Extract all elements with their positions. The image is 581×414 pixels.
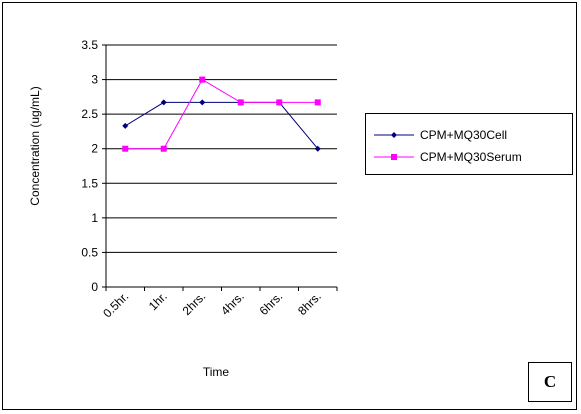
- legend-swatch-cell: [374, 132, 414, 138]
- legend-label-serum: CPM+MQ30Serum: [420, 150, 522, 164]
- y-tick-labels: 0 0.5 1 1.5 2 2.5 3 3.5: [81, 38, 98, 294]
- y-tick-label-0: 0: [91, 280, 98, 294]
- x-tick-label-2: 2hrs.: [180, 289, 209, 318]
- point-s1-3: [237, 99, 244, 106]
- series-line-1: [125, 78, 318, 150]
- legend-item-cell: CPM+MQ30Cell: [374, 126, 507, 144]
- y-tick-label-3: 1.5: [81, 176, 98, 190]
- x-tick-label-4: 6hrs.: [257, 289, 286, 318]
- legend-label-cell: CPM+MQ30Cell: [420, 128, 508, 142]
- y-tick-label-7: 3.5: [81, 38, 98, 52]
- legend-swatch-serum: [374, 154, 414, 160]
- series-line-0: [124, 101, 319, 150]
- point-s1-4: [276, 99, 283, 106]
- gridlines: [102, 44, 337, 288]
- legend: CPM+MQ30Cell CPM+MQ30Serum: [365, 113, 573, 175]
- x-tick-label-5: 8hrs.: [295, 289, 324, 318]
- y-tick-label-1: 0.5: [81, 245, 98, 259]
- point-s1-2: [199, 76, 206, 83]
- point-s0-1: [160, 99, 167, 106]
- y-tick-label-4: 2: [91, 142, 98, 156]
- series-lines: [122, 76, 321, 152]
- x-tick-label-0: 0.5hr.: [100, 289, 131, 320]
- y-tick-label-2: 1: [91, 211, 98, 225]
- point-s1-0: [122, 145, 129, 152]
- point-s0-5: [314, 145, 321, 152]
- y-tick-label-5: 2.5: [81, 107, 98, 121]
- panel-label: C: [528, 362, 572, 402]
- y-tick-label-6: 3: [91, 73, 98, 87]
- x-axis-label: Time: [203, 365, 230, 379]
- point-s1-1: [160, 145, 167, 152]
- x-tick-label-1: 1hr.: [146, 289, 170, 313]
- point-s0-0: [122, 122, 129, 129]
- x-tick-label-3: 4hrs.: [218, 289, 247, 318]
- legend-item-serum: CPM+MQ30Serum: [374, 148, 522, 166]
- chart-frame: 0 0.5 1 1.5 2 2.5 3 3.5 0.5hr. 1hr. 2hrs. 4hrs. 6hr…: [2, 2, 577, 410]
- point-s0-2: [199, 99, 206, 106]
- line-chart: 0 0.5 1 1.5 2 2.5 3 3.5 0.5hr. 1hr. 2hrs. 4hrs. 6hr…: [28, 38, 338, 379]
- x-tick-labels: 0.5hr. 1hr. 2hrs. 4hrs. 6hrs. 8hrs.: [100, 287, 338, 320]
- axes: [105, 45, 337, 288]
- y-axis-label: Concentration (ug/mL): [28, 86, 42, 205]
- point-s1-5: [314, 99, 321, 106]
